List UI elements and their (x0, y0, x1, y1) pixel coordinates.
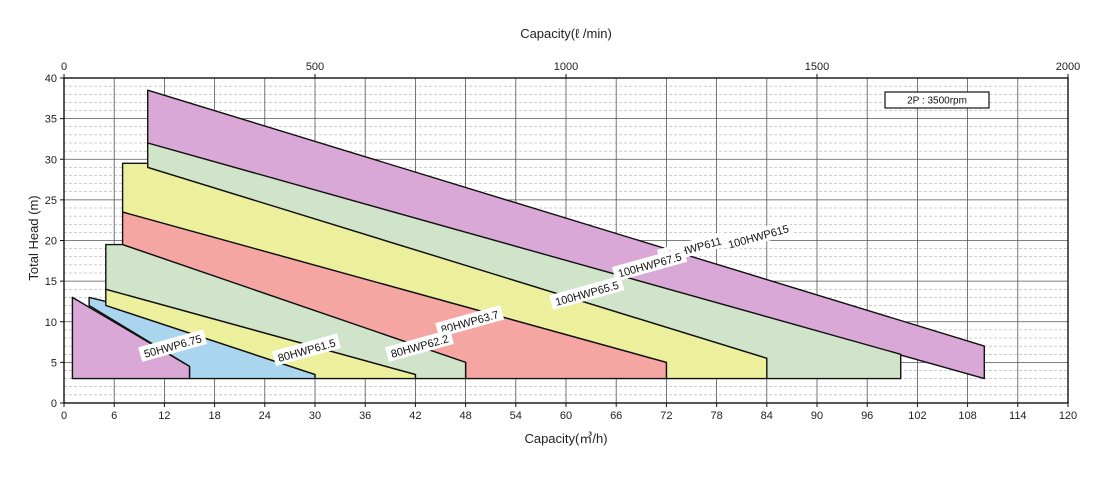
y-tick-label: 30 (45, 154, 57, 166)
pump-regions (71, 89, 985, 380)
region-label-tag: 100HWP615 (723, 219, 793, 253)
x-tick-label: 78 (710, 410, 722, 422)
tick-labels: 0 6 12 18 24 30 36 42 48 54 60 66 72 78 84 90 96 102 108 11… (45, 61, 1080, 422)
legend: 2P : 3500rpm (884, 91, 990, 109)
y-axis-title: Total Head (m) (26, 195, 41, 280)
y-tick-label: 15 (45, 276, 57, 288)
region-label-bg (723, 219, 793, 253)
top-x-axis-title: Capacity(ℓ /min) (520, 26, 612, 41)
region-label: 100HWP615 (727, 223, 790, 251)
x-tick-label: 24 (259, 410, 271, 422)
region-label-bg (384, 329, 454, 362)
top-x-tick-label: 1500 (805, 61, 829, 73)
top-x-tick-label: 500 (306, 61, 324, 73)
x-tick-label: 120 (1059, 410, 1077, 422)
y-tick-label: 10 (45, 317, 57, 329)
legend-box (884, 91, 990, 109)
x-tick-label: 108 (958, 410, 976, 422)
x-tick-label: 66 (610, 410, 622, 422)
y-tick-label: 35 (45, 114, 57, 126)
region-label-bg (435, 305, 505, 338)
top-x-tick-label: 2000 (1056, 61, 1080, 73)
x-tick-label: 30 (309, 410, 321, 422)
x-tick-label: 90 (811, 410, 823, 422)
x-tick-label: 84 (761, 410, 773, 422)
x-tick-label: 96 (861, 410, 873, 422)
region-label-bg (611, 247, 688, 282)
x-tick-label: 36 (359, 410, 371, 422)
top-x-tick-label: 0 (61, 61, 67, 73)
region-label-bg (549, 275, 625, 310)
x-tick-label: 60 (560, 410, 572, 422)
legend-text: 2P : 3500rpm (907, 96, 967, 107)
region-label-bg (138, 329, 208, 362)
x-tick-label: 18 (208, 410, 220, 422)
x-axis-title: Capacity(㎥/h) (524, 431, 607, 446)
x-tick-label: 0 (61, 410, 67, 422)
x-tick-label: 54 (510, 410, 522, 422)
x-tick-label: 114 (1009, 410, 1027, 422)
x-tick-label: 102 (908, 410, 926, 422)
x-tick-label: 72 (660, 410, 672, 422)
y-tick-label: 0 (51, 398, 57, 410)
region-50HWP6.75 (71, 296, 191, 380)
x-tick-label: 42 (409, 410, 421, 422)
x-tick-label: 48 (459, 410, 471, 422)
region-label-bg (271, 333, 341, 366)
y-tick-label: 40 (45, 73, 57, 85)
x-tick-label: 12 (158, 410, 170, 422)
top-x-tick-label: 1000 (554, 61, 578, 73)
x-tick-label: 6 (111, 410, 117, 422)
y-tick-label: 5 (51, 357, 57, 369)
y-tick-label: 20 (45, 236, 57, 248)
region-100HWP615 (146, 89, 985, 380)
y-tick-label: 25 (45, 195, 57, 207)
